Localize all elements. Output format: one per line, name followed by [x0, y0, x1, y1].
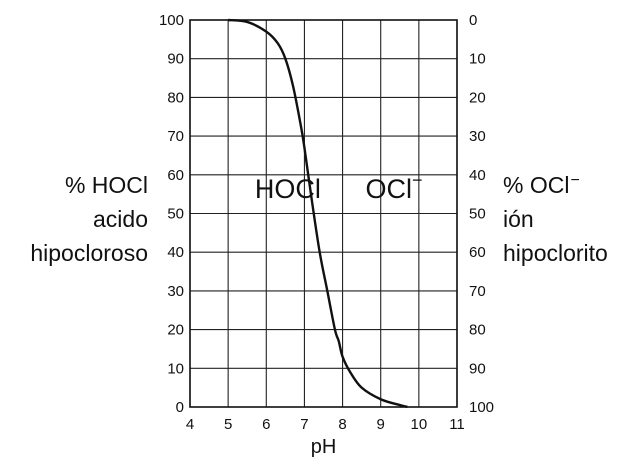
y-tick-label-right: 0: [469, 12, 477, 29]
y-tick-label-left: 60: [167, 167, 184, 184]
series-line-hocl-fraction: [228, 18, 408, 409]
y-tick-label-right: 40: [469, 167, 486, 184]
right-axis-label-line-1: % OCl: [503, 172, 570, 198]
y-tick-label-left: 50: [167, 206, 184, 223]
region-label-ocl: OCl−: [365, 170, 422, 204]
left-axis-label: % HOCl acido hipocloroso: [8, 168, 148, 270]
y-tick-label-left: 80: [167, 89, 184, 106]
right-axis-label-superscript: −: [570, 172, 580, 189]
x-tick-label: 4: [186, 416, 194, 433]
y-tick-label-right: 60: [469, 244, 486, 261]
x-axis-label: pH: [311, 436, 337, 458]
left-axis-label-line-1: % HOCl: [64, 172, 148, 198]
y-tick-label-right: 50: [469, 206, 486, 223]
y-tick-label-right: 10: [469, 51, 486, 68]
plot-frame: [189, 19, 458, 408]
region-label-superscript: −: [412, 170, 423, 190]
y-tick-label-left: 20: [167, 322, 184, 339]
y-tick-label-left: 70: [167, 128, 184, 145]
left-axis-label-line-3: hipocloroso: [30, 240, 148, 266]
x-tick-label: 6: [262, 416, 270, 433]
x-tick-label: 11: [449, 416, 465, 433]
x-tick-label: 8: [338, 416, 346, 433]
y-tick-label-left: 0: [176, 399, 184, 416]
y-tick-label-left: 100: [159, 12, 184, 29]
y-tick-label-right: 70: [469, 283, 486, 300]
y-tick-label-right: 100: [469, 399, 494, 416]
y-tick-label-left: 90: [167, 51, 184, 68]
right-axis-label: % OCl− ión hipoclorito: [503, 168, 639, 270]
x-tick-label: 10: [411, 416, 428, 433]
x-tick-label: 9: [377, 416, 385, 433]
y-tick-label-right: 30: [469, 128, 486, 145]
y-tick-label-right: 80: [469, 322, 486, 339]
y-tick-label-left: 40: [167, 244, 184, 261]
right-axis-label-line-3: hipoclorito: [503, 240, 608, 266]
y-tick-label-right: 90: [469, 360, 486, 377]
x-tick-label: 5: [224, 416, 232, 433]
right-axis-label-line-2: ión: [503, 206, 534, 232]
y-tick-label-left: 10: [167, 360, 184, 377]
y-tick-label-right: 20: [469, 89, 486, 106]
y-tick-label-left: 30: [167, 283, 184, 300]
left-axis-label-line-2: acido: [93, 206, 148, 232]
x-tick-label: 7: [300, 416, 308, 433]
